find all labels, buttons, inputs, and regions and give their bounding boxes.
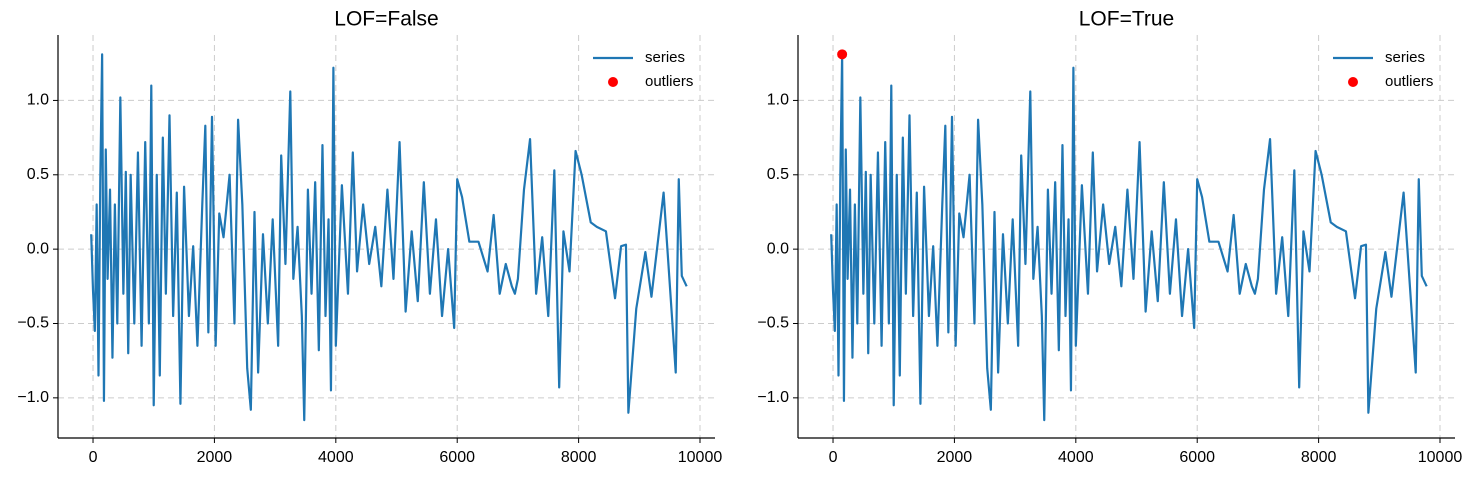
y-tick-label: −0.5: [17, 315, 49, 332]
y-tick-label: 1.0: [27, 92, 49, 109]
x-tick-label: 2000: [937, 449, 973, 466]
y-tick-label: 0.0: [27, 240, 49, 257]
subplot: LOF=True 0 2000 4000 6000 8000 10000 −1.0 −0.5 0.…: [757, 8, 1462, 467]
legend-marker: [608, 77, 618, 87]
y-tick-label: −1.0: [17, 389, 49, 406]
subplot: LOF=False 0 2000 4000 6000 8000 10000 −1.0 −0.5 0…: [17, 8, 722, 467]
y-tick-label: 0.0: [767, 240, 789, 257]
y-tick-label: 0.5: [767, 166, 789, 183]
series-line: [90, 53, 688, 422]
legend-label: outliers: [1385, 73, 1433, 90]
x-tick-label: 0: [829, 449, 838, 466]
x-tick-label: 4000: [318, 449, 354, 466]
chart-title: LOF=True: [1079, 8, 1175, 31]
x-tick-label: 10000: [1418, 449, 1463, 466]
series-line: [830, 53, 1428, 422]
y-tick-label: 1.0: [767, 92, 789, 109]
x-tick-label: 4000: [1058, 449, 1094, 466]
x-tick-label: 2000: [197, 449, 233, 466]
y-tick-label: 0.5: [27, 166, 49, 183]
x-tick-label: 0: [89, 449, 98, 466]
x-tick-label: 6000: [1179, 449, 1215, 466]
legend-label: series: [645, 49, 685, 66]
x-tick-label: 8000: [1301, 449, 1337, 466]
outlier-point: [837, 49, 848, 60]
x-tick-label: 6000: [439, 449, 475, 466]
chart-title: LOF=False: [334, 8, 438, 31]
x-tick-label: 10000: [678, 449, 723, 466]
x-tick-label: 8000: [561, 449, 597, 466]
y-tick-label: −0.5: [757, 315, 789, 332]
legend-label: series: [1385, 49, 1425, 66]
y-tick-label: −1.0: [757, 389, 789, 406]
legend-marker: [1348, 77, 1358, 87]
legend-label: outliers: [645, 73, 693, 90]
